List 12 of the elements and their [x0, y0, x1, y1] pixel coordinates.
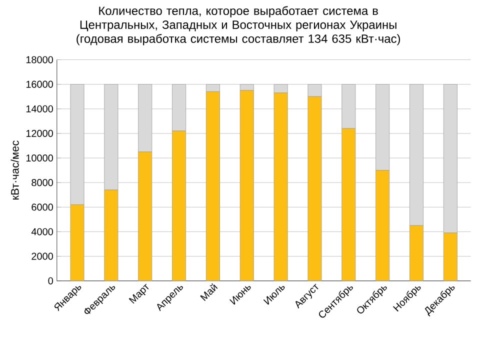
y-tick-label: 0 — [48, 277, 53, 284]
y-tick-label: 4000 — [31, 228, 53, 236]
y-tick-label: 14000 — [26, 105, 53, 112]
y-tick-label: 18000 — [26, 56, 53, 64]
y-tick-label: 6000 — [32, 203, 53, 211]
y-tick-label: 8000 — [32, 178, 53, 186]
y-axis-title: кВт·час/мес — [10, 140, 19, 200]
y-tick-label: 2000 — [32, 252, 53, 260]
y-tick-label: 16000 — [26, 80, 53, 88]
y-tick-label: 10000 — [26, 154, 53, 162]
chart-title: Количество тепла, которое выработает система в Центральных, Западных и Восточных регионах Украины (годовая выработка системы составляет 134 635 кВт·час) — [76, 6, 400, 46]
y-tick-label: 12000 — [26, 130, 53, 137]
